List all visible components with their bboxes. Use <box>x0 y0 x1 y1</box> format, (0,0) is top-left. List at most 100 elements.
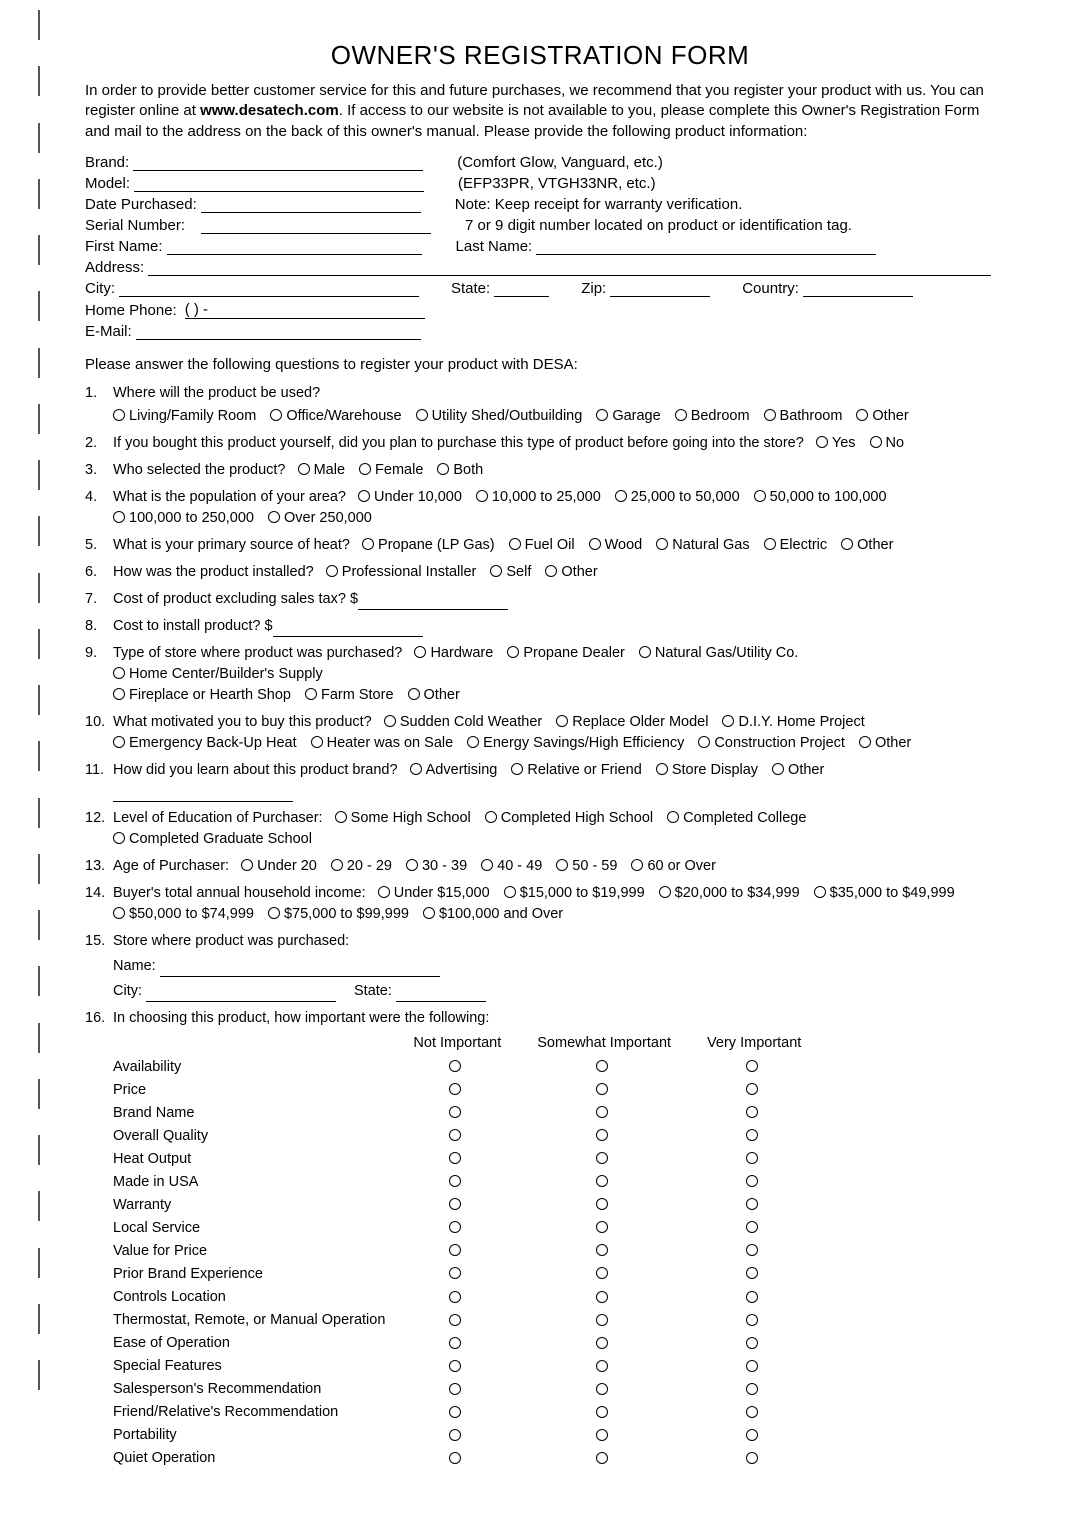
radio-icon[interactable] <box>511 763 523 775</box>
option[interactable]: Under 20 <box>241 856 317 877</box>
option[interactable]: 50,000 to 100,000 <box>754 487 887 508</box>
radio-icon[interactable] <box>746 1244 758 1256</box>
option[interactable]: D.I.Y. Home Project <box>722 712 864 733</box>
store-name-input[interactable] <box>160 961 440 977</box>
model-input[interactable] <box>134 176 424 192</box>
radio-icon[interactable] <box>331 859 343 871</box>
radio-icon[interactable] <box>589 538 601 550</box>
radio-icon[interactable] <box>311 736 323 748</box>
radio-icon[interactable] <box>241 859 253 871</box>
option[interactable]: 20 - 29 <box>331 856 392 877</box>
option[interactable]: Other <box>859 733 911 754</box>
option[interactable]: Emergency Back-Up Heat <box>113 733 297 754</box>
option[interactable]: Female <box>359 460 423 481</box>
email-input[interactable] <box>136 324 421 340</box>
option[interactable]: Electric <box>764 535 828 556</box>
radio-icon[interactable] <box>596 1106 608 1118</box>
first-name-input[interactable] <box>167 239 422 255</box>
option[interactable]: 100,000 to 250,000 <box>113 508 254 529</box>
option[interactable]: Fireplace or Hearth Shop <box>113 685 291 706</box>
option[interactable]: Heater was on Sale <box>311 733 454 754</box>
radio-icon[interactable] <box>449 1175 461 1187</box>
radio-icon[interactable] <box>326 565 338 577</box>
option[interactable]: Other <box>545 562 597 583</box>
option[interactable]: Advertising <box>410 760 498 781</box>
radio-icon[interactable] <box>449 1314 461 1326</box>
option[interactable]: Under $15,000 <box>378 883 490 904</box>
radio-icon[interactable] <box>746 1360 758 1372</box>
option[interactable]: Store Display <box>656 760 758 781</box>
radio-icon[interactable] <box>596 1383 608 1395</box>
radio-icon[interactable] <box>485 811 497 823</box>
option[interactable]: Completed College <box>667 808 806 829</box>
option[interactable]: $20,000 to $34,999 <box>659 883 800 904</box>
radio-icon[interactable] <box>746 1452 758 1464</box>
radio-icon[interactable] <box>335 811 347 823</box>
answer-blank[interactable] <box>273 622 423 637</box>
radio-icon[interactable] <box>596 1452 608 1464</box>
radio-icon[interactable] <box>698 736 710 748</box>
radio-icon[interactable] <box>113 667 125 679</box>
option[interactable]: Fuel Oil <box>509 535 575 556</box>
radio-icon[interactable] <box>754 490 766 502</box>
option[interactable]: Sudden Cold Weather <box>384 712 542 733</box>
radio-icon[interactable] <box>596 1244 608 1256</box>
radio-icon[interactable] <box>298 463 310 475</box>
radio-icon[interactable] <box>656 538 668 550</box>
option[interactable]: Relative or Friend <box>511 760 641 781</box>
radio-icon[interactable] <box>746 1060 758 1072</box>
option[interactable]: $100,000 and Over <box>423 904 563 925</box>
serial-input[interactable] <box>201 218 431 234</box>
option[interactable]: $35,000 to $49,999 <box>814 883 955 904</box>
last-name-input[interactable] <box>536 239 876 255</box>
radio-icon[interactable] <box>113 409 125 421</box>
radio-icon[interactable] <box>449 1291 461 1303</box>
radio-icon[interactable] <box>596 1406 608 1418</box>
radio-icon[interactable] <box>764 409 776 421</box>
option[interactable]: Completed Graduate School <box>113 829 312 850</box>
option[interactable]: Bathroom <box>764 406 843 427</box>
radio-icon[interactable] <box>667 811 679 823</box>
radio-icon[interactable] <box>449 1244 461 1256</box>
radio-icon[interactable] <box>270 409 282 421</box>
option[interactable]: Other <box>408 685 460 706</box>
option[interactable]: Under 10,000 <box>358 487 462 508</box>
radio-icon[interactable] <box>410 763 422 775</box>
option[interactable]: Professional Installer <box>326 562 477 583</box>
radio-icon[interactable] <box>384 715 396 727</box>
radio-icon[interactable] <box>449 1429 461 1441</box>
option[interactable]: Hardware <box>414 643 493 664</box>
radio-icon[interactable] <box>746 1429 758 1441</box>
radio-icon[interactable] <box>596 1175 608 1187</box>
option[interactable]: $75,000 to $99,999 <box>268 904 409 925</box>
radio-icon[interactable] <box>596 1291 608 1303</box>
radio-icon[interactable] <box>556 859 568 871</box>
radio-icon[interactable] <box>423 907 435 919</box>
country-input[interactable] <box>803 281 913 297</box>
option[interactable]: Both <box>437 460 483 481</box>
state-input[interactable] <box>494 281 549 297</box>
option[interactable]: Utility Shed/Outbuilding <box>416 406 583 427</box>
radio-icon[interactable] <box>359 463 371 475</box>
radio-icon[interactable] <box>746 1129 758 1141</box>
radio-icon[interactable] <box>746 1291 758 1303</box>
radio-icon[interactable] <box>481 859 493 871</box>
brand-input[interactable] <box>133 155 423 171</box>
radio-icon[interactable] <box>596 1152 608 1164</box>
other-blank[interactable] <box>113 787 293 802</box>
radio-icon[interactable] <box>764 538 776 550</box>
option[interactable]: 60 or Over <box>631 856 716 877</box>
radio-icon[interactable] <box>113 832 125 844</box>
radio-icon[interactable] <box>631 859 643 871</box>
radio-icon[interactable] <box>449 1337 461 1349</box>
radio-icon[interactable] <box>437 463 449 475</box>
radio-icon[interactable] <box>596 1337 608 1349</box>
option[interactable]: Other <box>841 535 893 556</box>
option[interactable]: Living/Family Room <box>113 406 256 427</box>
option[interactable]: Office/Warehouse <box>270 406 401 427</box>
radio-icon[interactable] <box>408 688 420 700</box>
radio-icon[interactable] <box>449 1083 461 1095</box>
radio-icon[interactable] <box>449 1452 461 1464</box>
option[interactable]: Completed High School <box>485 808 653 829</box>
radio-icon[interactable] <box>596 1083 608 1095</box>
